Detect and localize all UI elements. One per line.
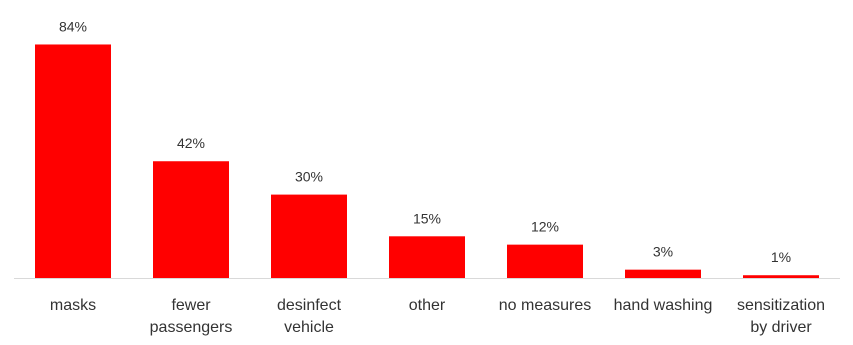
category-label-3: other xyxy=(409,297,446,314)
category-labels-group: masks fewer passengers desinfect vehicle othe… xyxy=(50,297,825,336)
category-label-6: sensitization by driver xyxy=(737,297,825,336)
category-label-line: other xyxy=(409,297,446,314)
category-label-line: passengers xyxy=(150,319,233,336)
category-label-5: hand washing xyxy=(614,297,713,314)
value-label-4: 12% xyxy=(531,219,559,235)
bar-1 xyxy=(153,161,229,278)
value-label-5: 3% xyxy=(653,244,673,260)
bars-group xyxy=(35,44,819,279)
value-label-2: 30% xyxy=(295,169,323,185)
category-label-4: no measures xyxy=(499,297,592,314)
category-label-line: vehicle xyxy=(284,319,334,336)
value-label-0: 84% xyxy=(59,18,87,34)
value-label-6: 1% xyxy=(771,249,791,265)
bar-5 xyxy=(625,269,701,278)
category-label-0: masks xyxy=(50,297,96,314)
value-labels-group: 84% 42% 30% 15% 12% 3% 1% xyxy=(59,18,791,265)
bar-0 xyxy=(35,44,111,279)
value-label-3: 15% xyxy=(413,210,441,226)
category-label-2: desinfect vehicle xyxy=(277,297,342,336)
category-label-line: hand washing xyxy=(614,297,713,314)
category-label-line: masks xyxy=(50,297,96,314)
bar-6 xyxy=(743,275,819,278)
category-label-line: sensitization xyxy=(737,297,825,314)
bar-4 xyxy=(507,244,583,278)
category-label-line: no measures xyxy=(499,297,592,314)
bar-2 xyxy=(271,194,347,278)
bar-3 xyxy=(389,236,465,278)
category-label-1: fewer passengers xyxy=(150,297,233,336)
category-label-line: fewer xyxy=(171,297,211,314)
value-label-1: 42% xyxy=(177,135,205,151)
category-label-line: by driver xyxy=(750,319,812,336)
category-label-line: desinfect xyxy=(277,297,342,314)
